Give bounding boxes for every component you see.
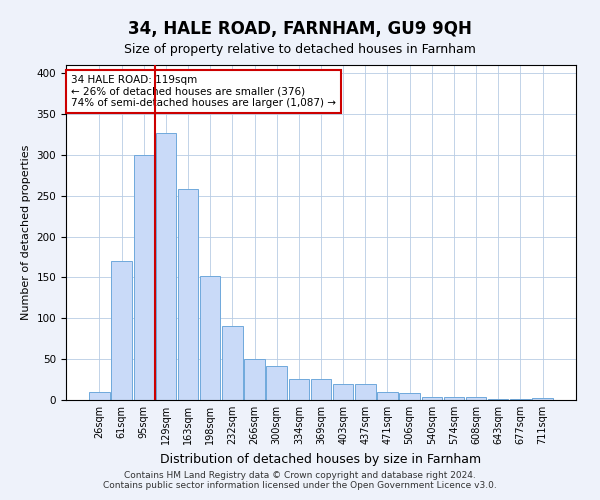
Bar: [178, 189, 198, 400]
Text: 34 HALE ROAD: 119sqm
← 26% of detached houses are smaller (376)
74% of semi-deta: 34 HALE ROAD: 119sqm ← 26% of detached h…: [71, 75, 336, 108]
Bar: [134, 155, 154, 400]
Bar: [400, 392, 420, 400]
Bar: [510, 399, 530, 400]
Bar: [422, 396, 442, 400]
Bar: [444, 396, 464, 400]
Bar: [488, 399, 508, 400]
Bar: [532, 398, 553, 400]
Bar: [377, 392, 398, 400]
Bar: [333, 384, 353, 400]
Bar: [244, 359, 265, 400]
X-axis label: Distribution of detached houses by size in Farnham: Distribution of detached houses by size …: [160, 452, 482, 466]
Bar: [200, 276, 220, 400]
Y-axis label: Number of detached properties: Number of detached properties: [21, 145, 31, 320]
Text: Size of property relative to detached houses in Farnham: Size of property relative to detached ho…: [124, 42, 476, 56]
Text: Contains HM Land Registry data © Crown copyright and database right 2024.
Contai: Contains HM Land Registry data © Crown c…: [103, 470, 497, 490]
Bar: [355, 384, 376, 400]
Bar: [289, 379, 309, 400]
Bar: [311, 379, 331, 400]
Bar: [266, 366, 287, 400]
Bar: [155, 133, 176, 400]
Bar: [466, 396, 487, 400]
Bar: [89, 392, 110, 400]
Text: 34, HALE ROAD, FARNHAM, GU9 9QH: 34, HALE ROAD, FARNHAM, GU9 9QH: [128, 20, 472, 38]
Bar: [222, 326, 242, 400]
Bar: [112, 261, 132, 400]
